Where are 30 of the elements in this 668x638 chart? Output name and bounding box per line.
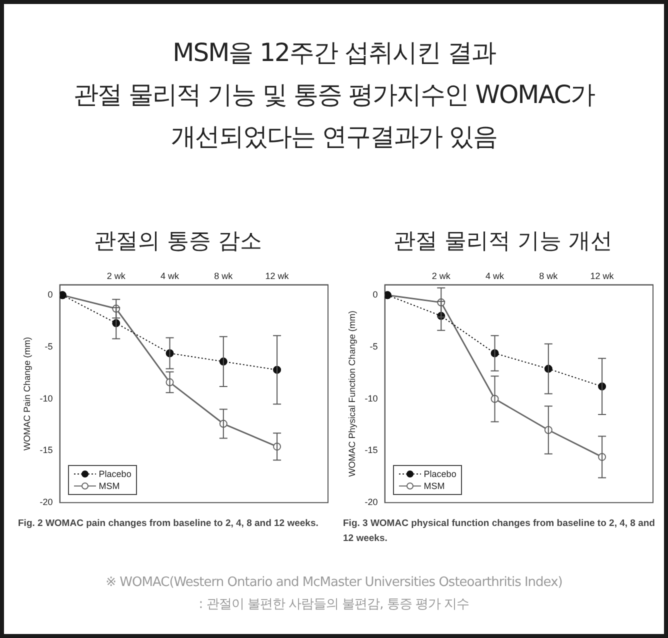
x-tick-label: 4 wk [160,270,180,281]
chart-title: 관절 물리적 기능 개선 [392,228,614,256]
y-tick-label: -15 [364,445,378,456]
y-axis-title: WOMAC Pain Change (mm) [22,336,32,450]
x-tick-label: 2 wk [106,270,126,281]
y-axis-title: WOMAC Physical Function Change (mm) [346,310,357,477]
x-tick-label: 12 wk [590,270,614,281]
legend-label: Placebo [98,468,132,479]
legend-label: MSM [98,480,120,491]
y-tick-label: -15 [40,445,53,456]
y-tick-label: -10 [364,393,378,404]
text: ※ WOMAC(Western Ontario and McMaster Universities Osteoarthritis Index) : 관절이 불편한 사람들의 불편감, 통증 평가 지수 [104,574,564,614]
caption: Fig. 2 WOMAC pain changes from baseline to 2, 4, 8 and 12 weeks. [18,517,320,531]
y-tick-label: -5 [44,342,53,352]
y-tick-label: 0 [372,290,378,300]
x-tick-label: 8 wk [539,270,558,281]
x-tick-label: 4 wk [486,270,505,281]
legend-label: Placebo [424,468,456,479]
y-tick-label: -20 [40,497,53,508]
caption: Fig. 3 WOMAC physical function changes from baseline to 2, 4, 8 and 12 weeks. [343,517,656,546]
text: MSM을 12주간 섭취시킨 결과 관절 물리적 기능 및 통증 평가지수인 WOMAC가 개선되었다는 연구결과가 있음 [72,37,596,153]
y-tick-label: -20 [364,497,378,508]
y-tick-label: -10 [40,393,53,404]
x-tick-label: 2 wk [432,270,451,281]
x-tick-label: 12 wk [265,270,290,281]
chart-title: 관절의 통증 감소 [93,228,263,256]
y-tick-label: 0 [48,290,53,300]
y-tick-label: -5 [370,342,378,352]
x-tick-label: 8 wk [214,270,234,281]
legend-label: MSM [424,480,445,491]
